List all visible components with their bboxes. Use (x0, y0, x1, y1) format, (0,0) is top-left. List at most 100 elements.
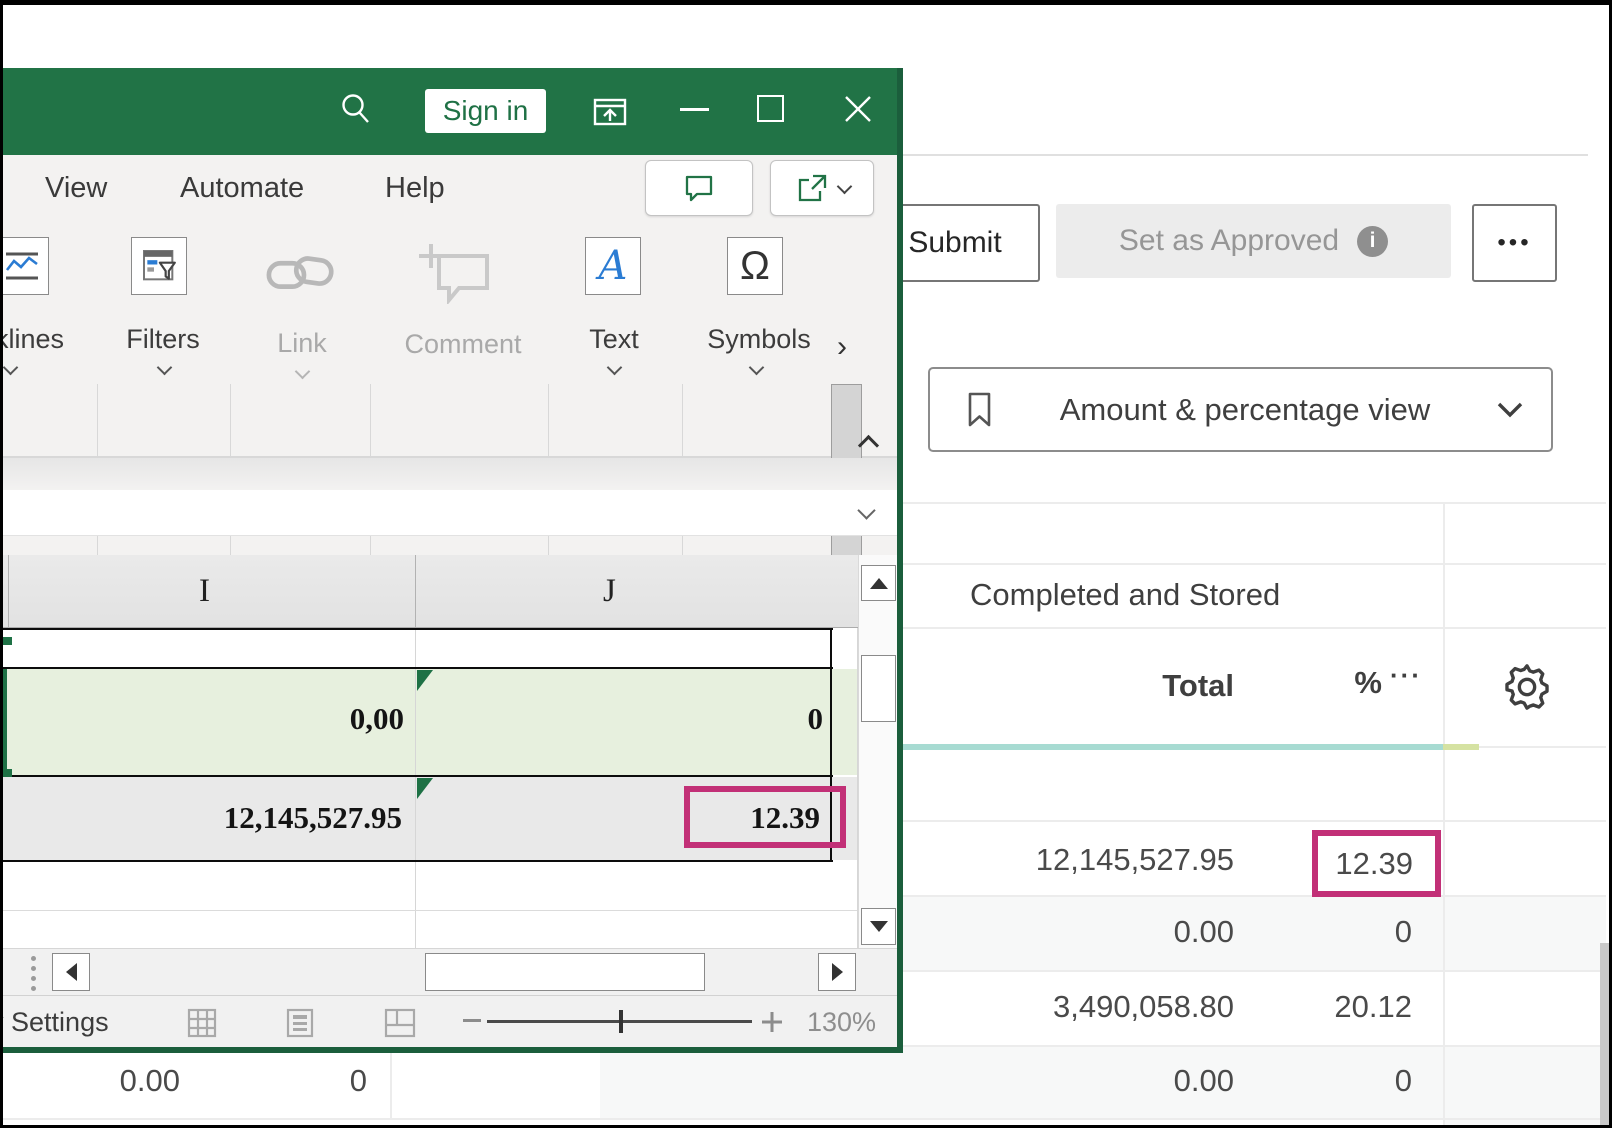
text-icon[interactable]: A (585, 237, 641, 295)
settings-gear-icon[interactable] (1500, 660, 1554, 719)
column-header-total[interactable]: Total (1162, 668, 1234, 703)
horizontal-scrollbar[interactable] (3, 948, 897, 995)
worksheet-grid[interactable]: 0,00 0 12,145,527.95 12.39 (3, 628, 858, 948)
comment-label: Comment (404, 329, 522, 359)
filters-chevron-icon[interactable] (156, 359, 173, 376)
column-menu-dots-icon[interactable]: ··· (1390, 660, 1422, 690)
header-divider (415, 555, 416, 627)
print-area-line (3, 628, 833, 630)
ribbon-more-arrow[interactable]: › (837, 330, 847, 363)
share-button[interactable] (770, 160, 874, 216)
gridline (600, 820, 1606, 822)
zoom-out-button[interactable] (463, 1019, 481, 1022)
set-as-approved-button[interactable]: Set as Approved i (1056, 204, 1451, 278)
row-stripe (600, 1047, 1606, 1118)
selection-handle (3, 769, 12, 777)
section-title: Completed and Stored (970, 577, 1281, 612)
sparklines-icon[interactable] (3, 237, 49, 295)
tab-help[interactable]: Help (385, 172, 445, 204)
filters-icon[interactable] (131, 237, 187, 295)
header-divider (600, 154, 1588, 156)
display-settings-label[interactable]: Display Settings (3, 1007, 109, 1037)
formula-bar[interactable] (3, 490, 897, 536)
selection-handle (3, 637, 12, 645)
row-stripe (1443, 1118, 1606, 1125)
page-break-view-icon[interactable] (383, 1007, 417, 1039)
column-header-i[interactable]: I (199, 573, 210, 609)
highlighted-pct-cell: 12.39 (1312, 830, 1441, 897)
scroll-left-button[interactable] (52, 953, 90, 991)
gridline (600, 502, 1606, 504)
formula-bar-expand-icon[interactable] (857, 501, 876, 520)
symbols-icon[interactable]: Ω (727, 237, 783, 295)
more-actions-label: ••• (1497, 229, 1532, 256)
share-dropdown-chevron-icon[interactable] (836, 178, 852, 194)
cell-j-gray[interactable]: 12.39 (750, 800, 820, 835)
table-cell-total: 3,490,058.80 (1052, 989, 1234, 1024)
cell-flag-triangle-icon (417, 778, 433, 799)
splitter-dots-icon[interactable] (31, 956, 36, 991)
view-selector-dropdown[interactable]: Amount & percentage view (928, 367, 1553, 452)
sparklines-chevron-icon[interactable] (3, 359, 19, 376)
scroll-right-button[interactable] (818, 953, 856, 991)
minimize-button[interactable] (680, 108, 709, 111)
comment-plus-icon (419, 244, 489, 304)
zoom-in-button[interactable] (759, 1009, 785, 1035)
table-cell-total: 0.00 (1173, 1063, 1234, 1098)
maximize-button[interactable] (757, 95, 784, 122)
text-label[interactable]: Text (589, 324, 639, 354)
scroll-down-button[interactable] (861, 908, 896, 945)
normal-view-icon[interactable] (186, 1007, 218, 1039)
symbols-label[interactable]: Symbols (707, 324, 811, 354)
ribbon-shadow (3, 458, 897, 490)
tab-automate[interactable]: Automate (180, 172, 305, 204)
symbols-chevron-icon[interactable] (748, 359, 765, 376)
horizontal-scroll-thumb[interactable] (425, 953, 705, 991)
gridline-vertical (1443, 502, 1445, 1128)
header-divider (8, 555, 9, 627)
sign-in-label: Sign in (442, 95, 529, 126)
pop-out-icon[interactable] (591, 92, 629, 130)
vertical-scrollbar[interactable] (858, 555, 897, 948)
table-cell-total: 12,145,527.95 (1035, 842, 1234, 877)
left-table-cell-total: 0.00 (119, 1063, 180, 1098)
gridline (3, 910, 857, 911)
highlight-box (684, 786, 846, 848)
scroll-up-button[interactable] (861, 565, 896, 601)
scroll-right-icon (831, 963, 843, 981)
gridline-vertical (390, 1020, 392, 1118)
gridline (600, 1118, 1606, 1120)
close-button[interactable] (843, 94, 873, 124)
page-scrollbar[interactable] (1600, 943, 1609, 1125)
print-area-line (3, 860, 833, 862)
column-headers: I J (3, 555, 858, 628)
sign-in-button[interactable]: Sign in (425, 89, 546, 133)
cell-i-green[interactable]: 0,00 (349, 701, 404, 736)
search-icon[interactable] (339, 92, 373, 126)
column-header-pct[interactable]: % (1354, 665, 1382, 700)
zoom-level[interactable]: 130% (806, 1007, 876, 1037)
filters-label[interactable]: Filters (126, 324, 200, 354)
info-icon[interactable]: i (1357, 225, 1389, 257)
print-area-line (3, 667, 833, 669)
cell-i-gray[interactable]: 12,145,527.95 (223, 800, 402, 835)
gridline (3, 1118, 903, 1120)
text-chevron-icon[interactable] (606, 359, 623, 376)
cell-j-green[interactable]: 0 (807, 701, 824, 736)
more-actions-button[interactable]: ••• (1472, 204, 1557, 282)
table-cell-pct: 20.12 (1334, 989, 1412, 1024)
excel-window: Sign in View Automate Help (3, 68, 903, 1053)
page-layout-view-icon[interactable] (284, 1007, 316, 1039)
ribbon-tab-row: View Automate Help (3, 155, 897, 222)
tab-view[interactable]: View (45, 172, 108, 204)
cell-flag-triangle-icon (417, 670, 433, 691)
zoom-slider-thumb[interactable] (619, 1010, 623, 1033)
vertical-scroll-thumb[interactable] (861, 655, 896, 722)
comments-button[interactable] (645, 160, 753, 216)
sparklines-label[interactable]: rklines (3, 324, 65, 354)
excel-status-bar: Display Settings (3, 995, 897, 1047)
gridline (600, 970, 1606, 972)
column-header-j[interactable]: J (603, 573, 616, 609)
chevron-down-icon (1497, 402, 1523, 417)
selection-border (3, 669, 7, 775)
